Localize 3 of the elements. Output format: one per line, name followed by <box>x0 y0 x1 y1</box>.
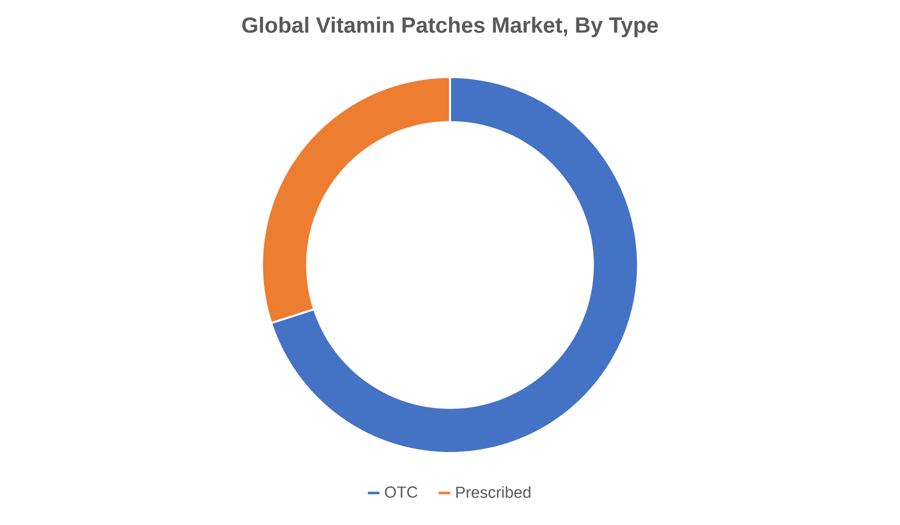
chart-title: Global Vitamin Patches Market, By Type <box>242 16 658 38</box>
legend-label: OTC <box>384 486 418 498</box>
legend-label: Prescribed <box>456 486 530 498</box>
